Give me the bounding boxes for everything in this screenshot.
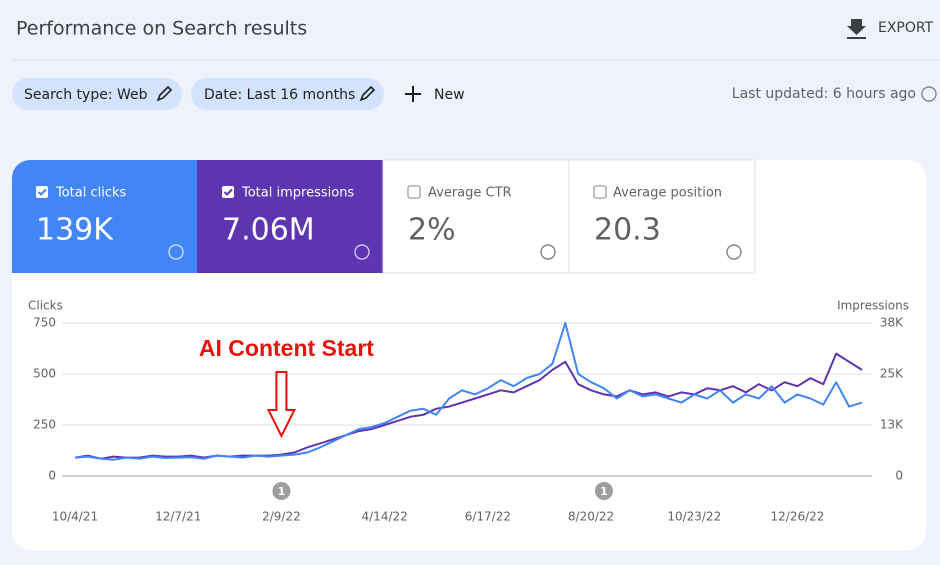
y2-tick-label: 25K xyxy=(880,367,904,381)
export-button[interactable]: EXPORT xyxy=(847,19,934,39)
chip-bg xyxy=(191,78,384,110)
checkbox xyxy=(407,185,421,199)
y-tick-label: 0 xyxy=(48,469,56,483)
x-tick-label: 12/26/22 xyxy=(771,510,825,524)
x-tick-label: 6/17/22 xyxy=(465,510,511,524)
metric-card[interactable]: Total impressions 7.06M xyxy=(197,160,383,273)
filter-chip[interactable]: Date: Last 16 months xyxy=(191,78,384,110)
annotation-badge xyxy=(272,482,291,500)
y2-tick-label: 0 xyxy=(895,469,903,483)
chip-label: Date: Last 16 months xyxy=(204,87,355,103)
chip-label: Search type: Web xyxy=(24,87,148,103)
x-tick-label: 10/4/21 xyxy=(52,510,98,524)
help-icon xyxy=(726,244,742,260)
export-icon xyxy=(847,19,866,39)
new-label: New xyxy=(434,87,465,103)
annotation-label: 1 xyxy=(600,485,608,498)
card-value: 2% xyxy=(408,213,456,248)
series-line xyxy=(74,322,863,461)
check xyxy=(37,188,47,196)
y2-tick-label: 13K xyxy=(880,418,904,432)
card-bg xyxy=(12,160,197,273)
annotation-badge xyxy=(594,482,613,500)
card-bg xyxy=(568,159,756,274)
y2-axis-title: Impressions xyxy=(837,299,909,313)
callout-arrow xyxy=(266,371,297,439)
card-label: Total impressions xyxy=(241,186,354,201)
callout-text: AI Content Start xyxy=(199,335,374,361)
checkbox xyxy=(36,186,48,198)
card-value: 20.3 xyxy=(594,213,661,248)
checkbox xyxy=(222,186,234,198)
y-tick-label: 500 xyxy=(33,367,56,381)
x-tick-label: 2/9/22 xyxy=(262,510,301,524)
y-tick-label: 250 xyxy=(33,418,56,432)
help-icon xyxy=(354,244,370,260)
metric-card[interactable]: Total clicks 139K xyxy=(12,160,197,273)
page-title: Performance on Search results xyxy=(16,18,307,40)
card-value: 139K xyxy=(36,213,114,248)
plus-icon xyxy=(405,86,421,102)
edit-icon xyxy=(359,85,376,102)
y-tick-label: 750 xyxy=(33,316,56,330)
card-value: 7.06M xyxy=(222,213,315,248)
export-label: EXPORT xyxy=(878,20,934,36)
y-axis-title: Clicks xyxy=(28,299,63,313)
help-icon[interactable] xyxy=(921,86,937,102)
x-tick-label: 12/7/21 xyxy=(155,510,201,524)
new-button[interactable]: New xyxy=(405,86,465,103)
card-label: Total clicks xyxy=(55,186,127,201)
metric-card[interactable]: Average position 20.3 xyxy=(568,159,756,274)
x-tick-label: 8/20/22 xyxy=(568,510,614,524)
x-tick-label: 4/14/22 xyxy=(362,510,408,524)
checkbox xyxy=(593,185,607,199)
card-label: Average position xyxy=(613,186,722,201)
card-bg xyxy=(197,160,383,273)
help-icon xyxy=(540,244,556,260)
x-tick-label: 10/23/22 xyxy=(667,510,721,524)
edit-icon xyxy=(156,85,173,102)
metric-card[interactable]: Average CTR 2% xyxy=(382,159,570,274)
annotation-label: 1 xyxy=(278,485,286,498)
filter-chip[interactable]: Search type: Web xyxy=(12,78,182,110)
chart: 0 250 500 750 0 13K 25K 38K 10/4/21 12/7/21 2/9/22… xyxy=(33,316,904,524)
y2-tick-label: 38K xyxy=(880,316,904,330)
check xyxy=(223,188,233,196)
last-updated: Last updated: 6 hours ago xyxy=(732,86,916,102)
card-bg xyxy=(382,159,570,274)
help-icon xyxy=(168,244,184,260)
chip-bg xyxy=(12,78,182,110)
card-label: Average CTR xyxy=(428,186,512,201)
